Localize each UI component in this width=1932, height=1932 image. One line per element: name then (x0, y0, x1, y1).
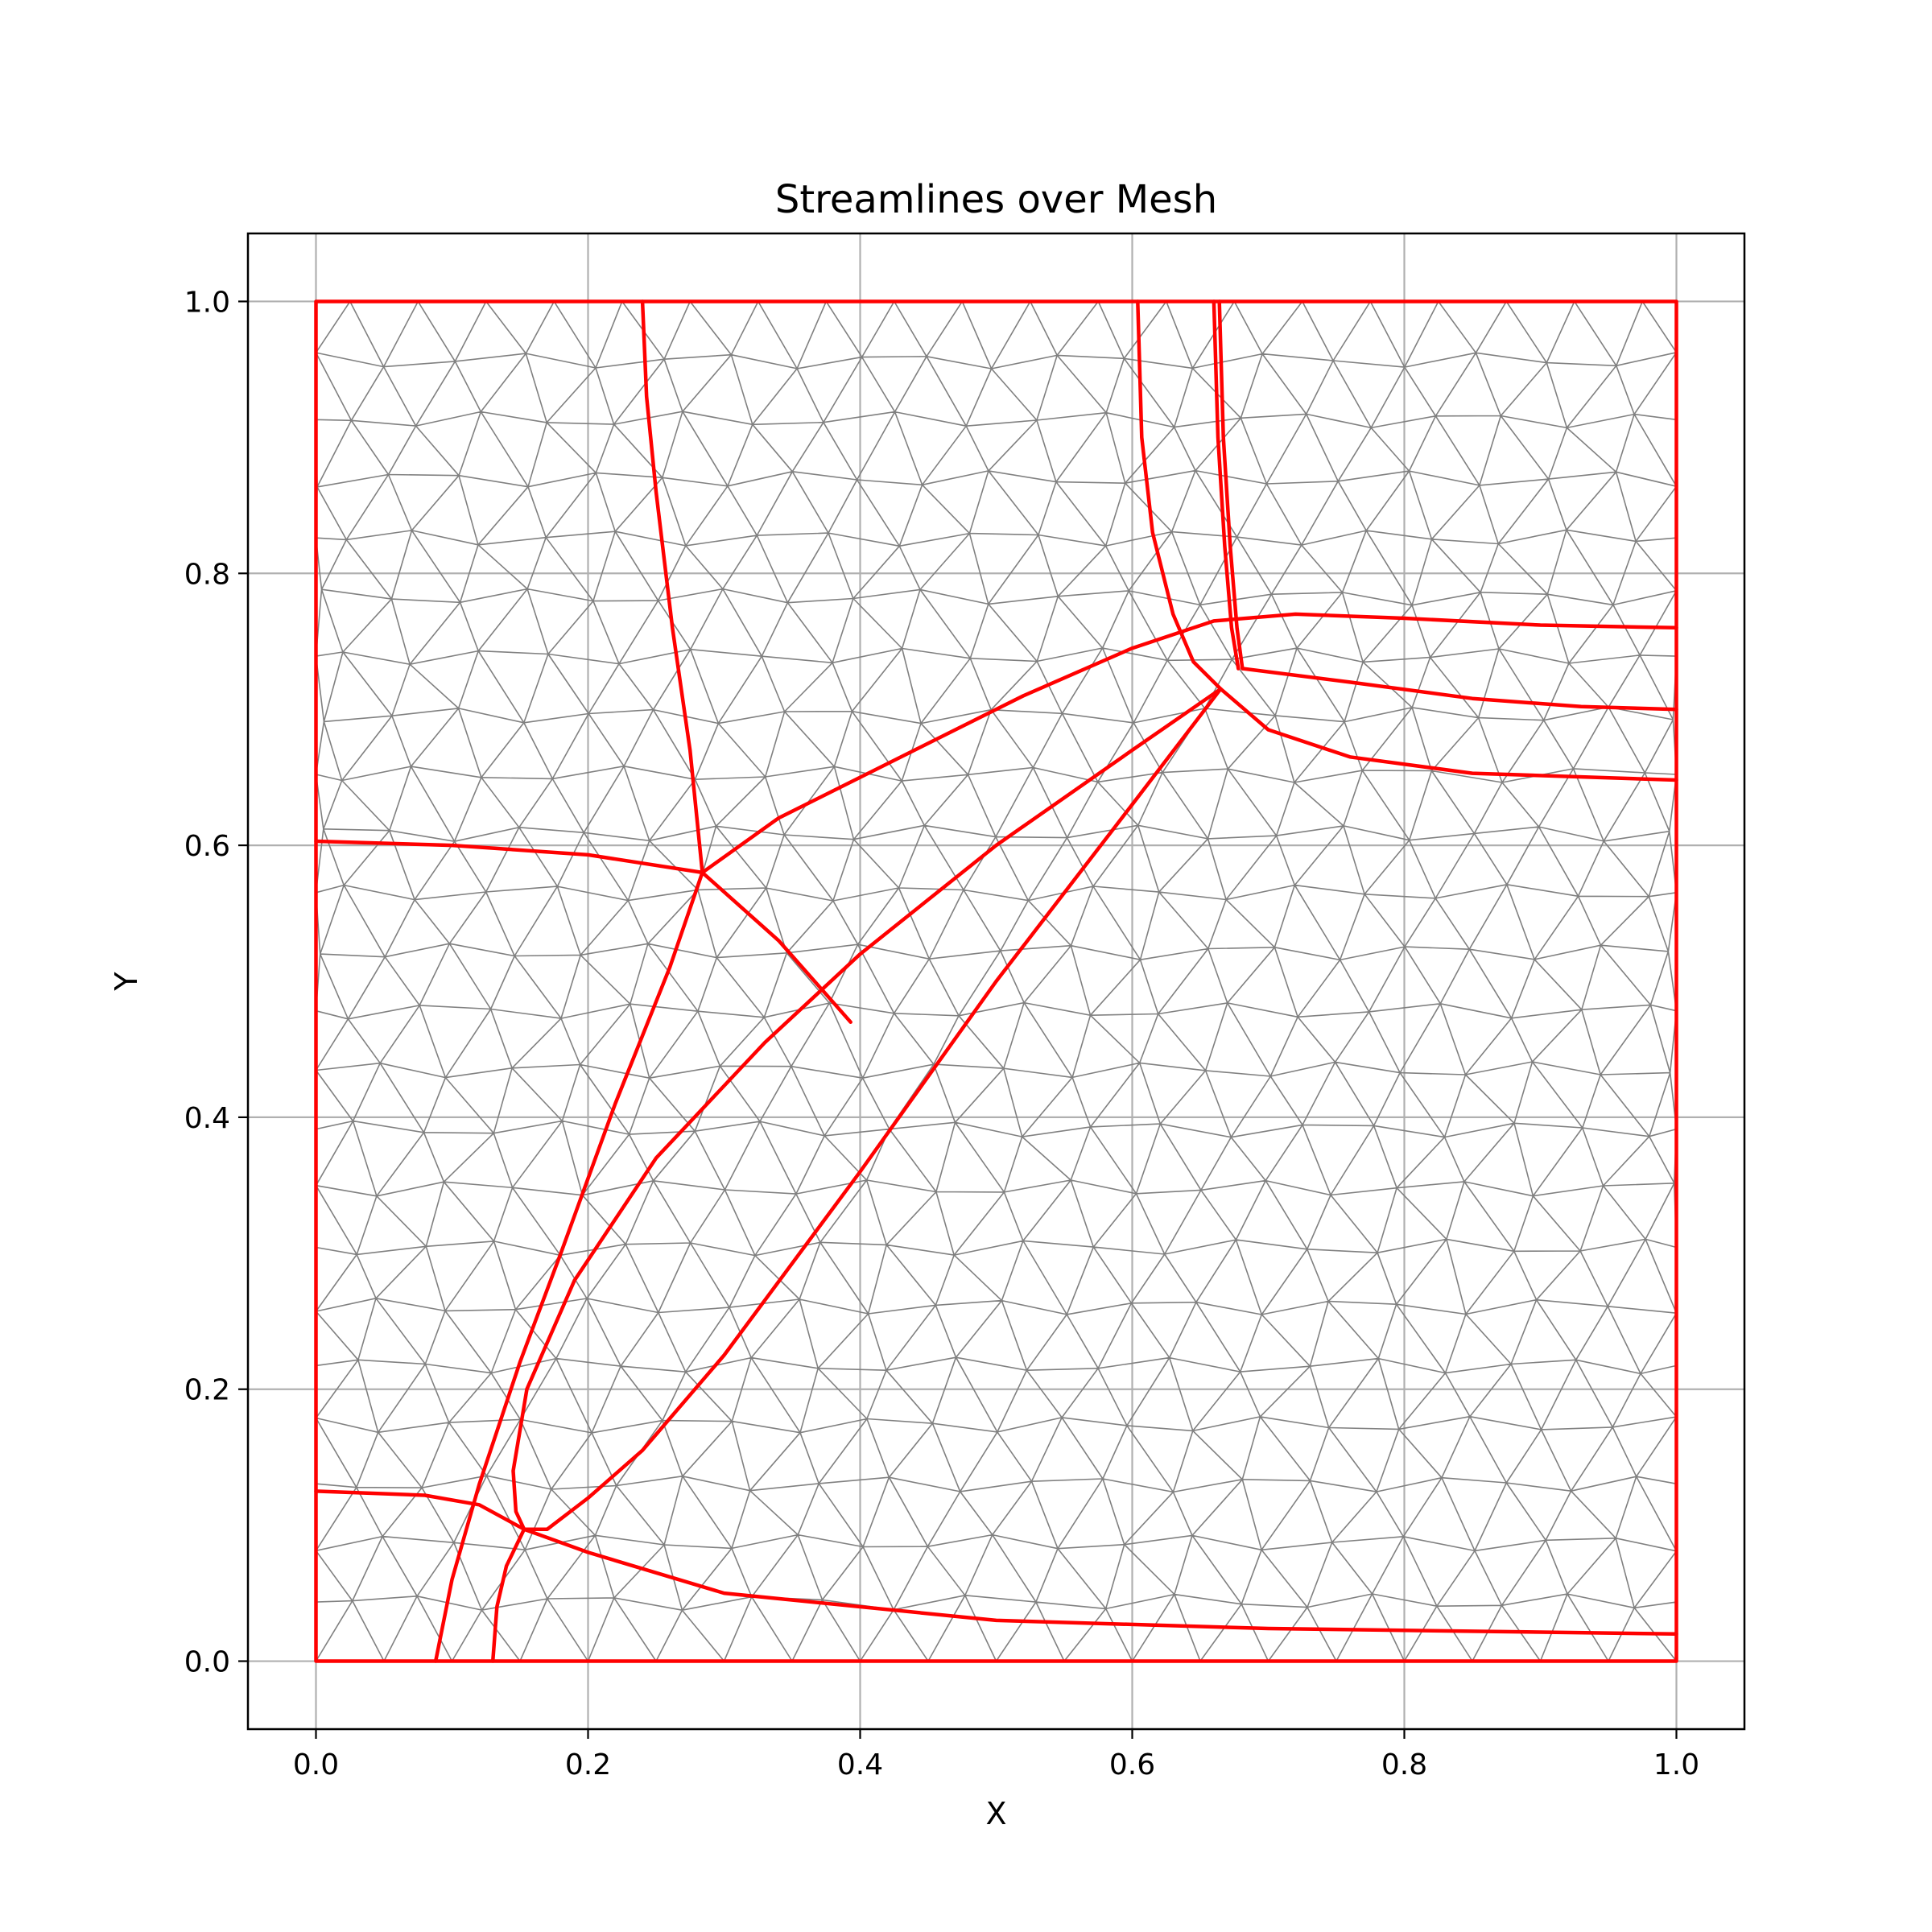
streamline-12 (522, 687, 1223, 1531)
x-tick-label: 1.0 (1653, 1748, 1699, 1781)
x-tick-label: 0.2 (565, 1748, 611, 1781)
streamline-11 (511, 687, 1223, 1531)
x-tick-label: 0.6 (1109, 1748, 1155, 1781)
y-tick-label: 0.2 (184, 1374, 230, 1407)
x-tick-label: 0.4 (837, 1748, 883, 1781)
streamline-2 (640, 299, 704, 875)
y-tick-label: 0.6 (184, 830, 230, 863)
streamline-3 (314, 839, 704, 875)
axis-ticks: 0.0 0.2 0.4 0.6 0.8 1.0 0.0 0.2 0.4 0.6 0.8 1.0 (184, 286, 1699, 1781)
axes-frame (246, 232, 1746, 1731)
streamline-8 (1217, 299, 1245, 671)
y-tick-label: 0.8 (184, 558, 230, 591)
y-tick-label: 0.0 (184, 1646, 230, 1679)
streamline-5 (700, 612, 1678, 875)
streamline-13 (433, 870, 704, 1663)
streamline-9 (1241, 667, 1678, 712)
streamline-14 (314, 1489, 1678, 1637)
x-tick-label: 0.8 (1381, 1748, 1427, 1781)
streamline-1 (314, 299, 1678, 1663)
streamline-10 (1219, 687, 1678, 782)
streamline-7 (1212, 299, 1241, 671)
y-tick-label: 0.4 (184, 1102, 230, 1135)
y-tick-label: 1.0 (184, 286, 230, 319)
y-axis-label: Y (109, 972, 144, 992)
streamline-4 (700, 870, 852, 1024)
streamline-15 (490, 1527, 526, 1663)
chart-title: Streamlines over Mesh (775, 177, 1217, 222)
x-axis-label: X (985, 1796, 1006, 1831)
x-tick-label: 0.0 (293, 1748, 339, 1781)
streamline-6 (1136, 299, 1223, 691)
streamlines (314, 299, 1678, 1663)
